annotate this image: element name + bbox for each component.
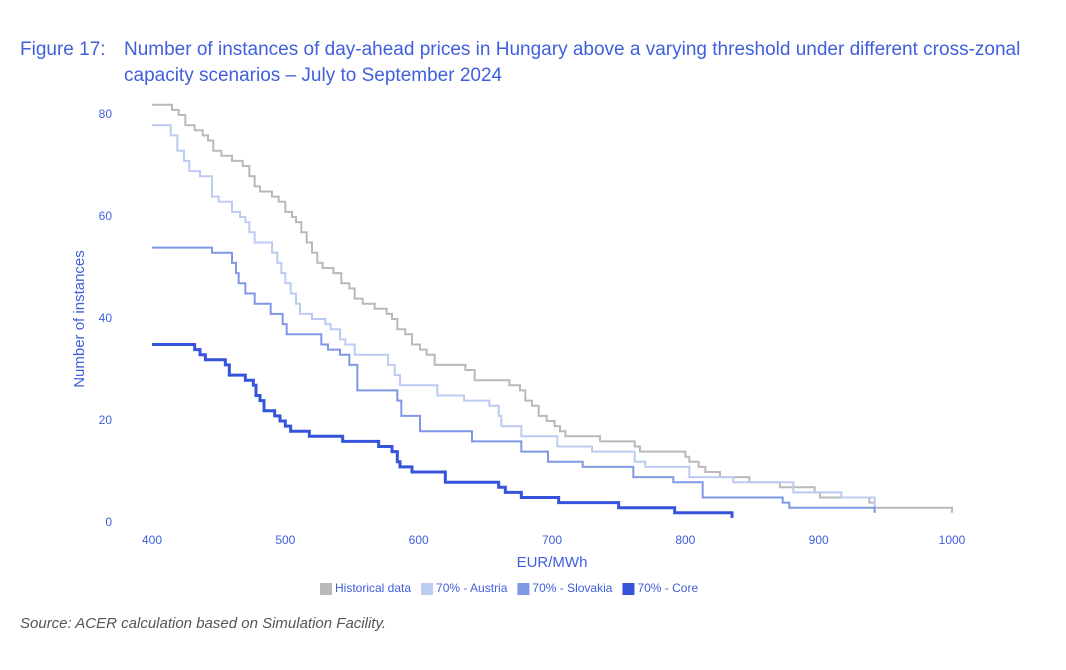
step-line bbox=[152, 103, 953, 513]
figure-label: Figure 17: bbox=[20, 39, 106, 60]
legend-label: 70% - Core bbox=[637, 581, 698, 595]
y-axis-label: Number of instances bbox=[71, 250, 88, 388]
step-line bbox=[152, 343, 734, 518]
title: Number of instances of day-ahead prices … bbox=[124, 39, 1021, 86]
x-tick-label: 600 bbox=[409, 533, 429, 547]
legend-label: 70% - Austria bbox=[436, 581, 508, 595]
legend-label: Historical data bbox=[335, 581, 411, 595]
legend-swatch bbox=[320, 583, 332, 595]
x-axis-label: EUR/MWh bbox=[517, 554, 588, 571]
y-tick-label: 60 bbox=[99, 209, 113, 223]
y-tick-label: 0 bbox=[105, 515, 112, 529]
y-tick-label: 40 bbox=[99, 311, 113, 325]
legend-swatch bbox=[622, 583, 635, 595]
step-line bbox=[152, 124, 876, 513]
y-tick-label: 20 bbox=[99, 413, 113, 427]
figure-title: Figure 17: Number of instances of day-ah… bbox=[20, 37, 1024, 89]
step-line bbox=[152, 246, 876, 513]
x-tick-label: 900 bbox=[809, 533, 829, 547]
x-tick-label: 700 bbox=[542, 533, 562, 547]
source: Source: ACER calculation based on Simula… bbox=[20, 615, 387, 632]
legend-swatch bbox=[517, 583, 530, 595]
x-tick-label: 400 bbox=[142, 533, 162, 547]
x-tick-label: 1000 bbox=[939, 533, 966, 547]
x-tick-label: 500 bbox=[275, 533, 295, 547]
y-tick-label: 80 bbox=[99, 107, 113, 121]
x-tick-label: 800 bbox=[675, 533, 695, 547]
legend-label: 70% - Slovakia bbox=[532, 581, 612, 595]
legend-swatch bbox=[421, 583, 434, 595]
